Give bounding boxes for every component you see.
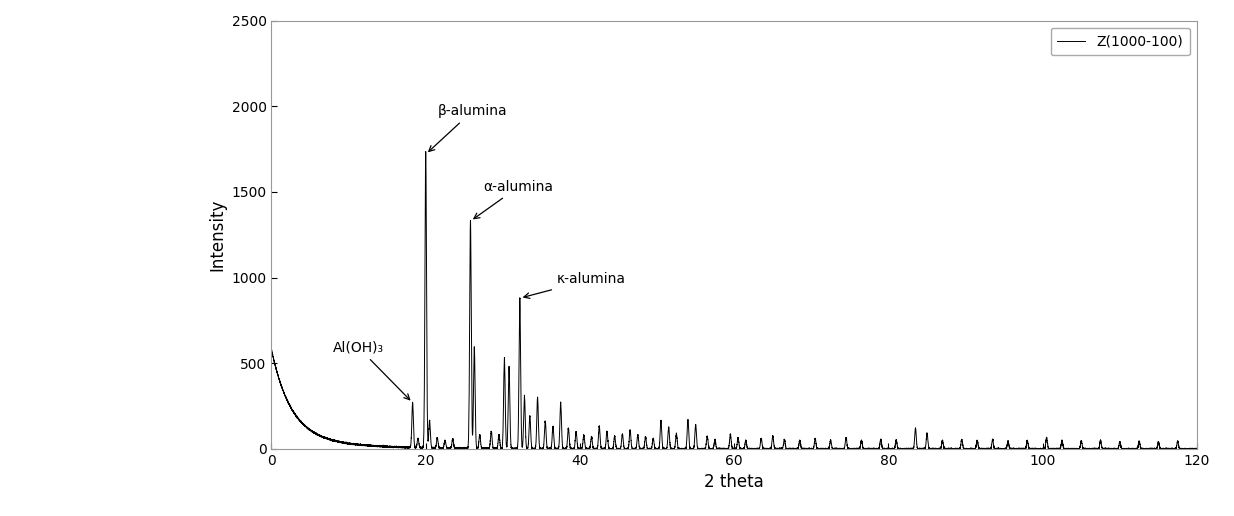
Z(1000-100)	[755, 443, 770, 449]
Z(1000-100)	[264, 346, 279, 352]
Z(1000-100)	[426, 446, 441, 452]
Z(1000-100)	[896, 446, 911, 452]
Z(1000-100)	[1156, 446, 1171, 452]
X-axis label: 2 theta: 2 theta	[705, 473, 764, 491]
Z(1000-100)	[274, 384, 289, 391]
Z(1000-100)	[395, 444, 410, 450]
Text: α-alumina: α-alumina	[474, 180, 554, 219]
Z(1000-100)	[418, 149, 433, 155]
Z(1000-100)	[864, 446, 879, 452]
Legend: Z(1000-100): Z(1000-100)	[1050, 27, 1190, 56]
Text: β-alumina: β-alumina	[428, 104, 507, 151]
Z(1000-100)	[1190, 446, 1204, 452]
Line: Z(1000-100): Z(1000-100)	[271, 152, 1197, 449]
Y-axis label: Intensity: Intensity	[209, 199, 226, 271]
Text: κ-alumina: κ-alumina	[524, 272, 626, 298]
Text: Al(OH)₃: Al(OH)₃	[333, 341, 410, 400]
